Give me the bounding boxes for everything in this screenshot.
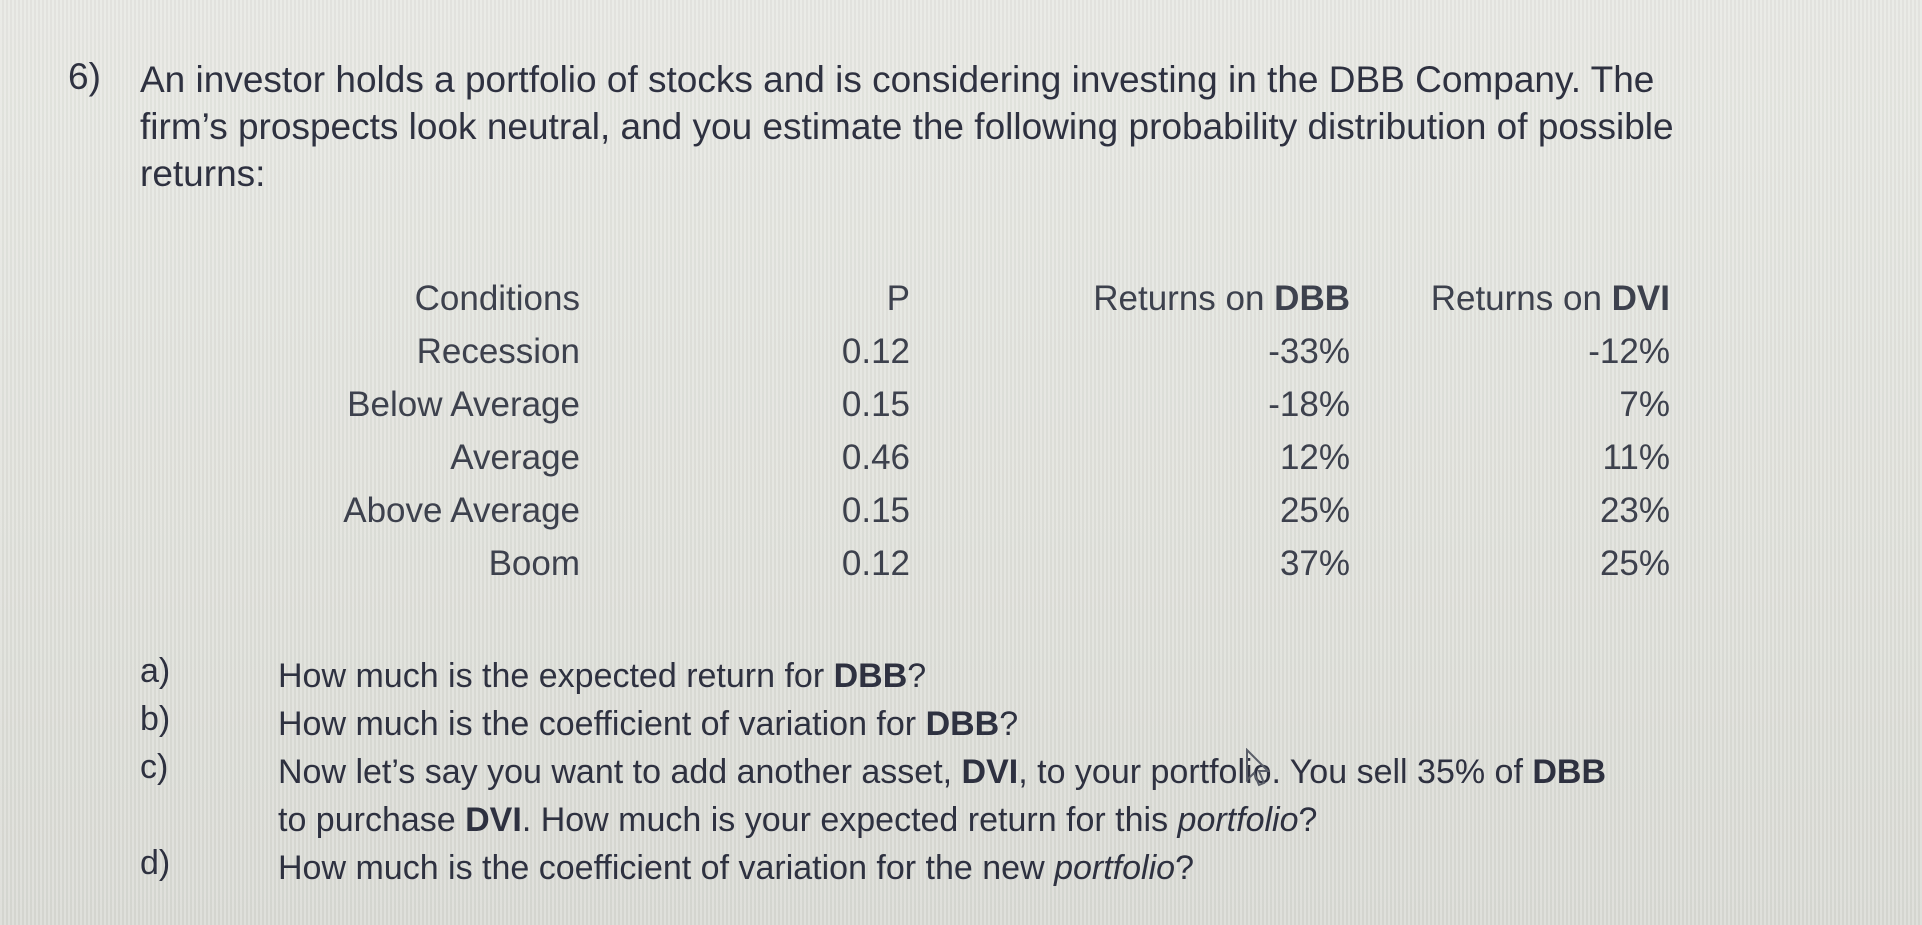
cell-p: 0.12 [841,331,910,371]
cell-p: 0.15 [841,490,910,530]
question-line-3: returns: [140,153,266,194]
cell-p: 0.15 [841,384,910,424]
text-run: , to your portfolio. You sell 35% of [1018,753,1533,791]
sub-question-label: b) [140,700,171,738]
text-run-bold: DVI [465,801,522,839]
text-run-bold: DBB [1532,753,1607,791]
header-p: P [886,278,910,318]
cell-p: 0.12 [841,543,910,583]
table-row: Above Average 0.15 25% 23% [300,484,1670,537]
cell-p: 0.46 [841,437,910,477]
sub-question-label: a) [140,652,171,690]
cell-condition: Recession [416,331,580,371]
header-returns-dbb: Returns on DBB [910,272,1350,325]
text-run-bold: DVI [961,753,1019,791]
cell-dvi: 25% [1599,543,1670,583]
sub-question-text: Now let’s say you want to add another as… [278,748,1606,844]
text-run: ? [999,705,1019,743]
text-run: Now let’s say you want to add another as… [278,753,962,791]
header-returns-dbb-prefix: Returns on [1093,278,1275,318]
text-run: ? [1298,801,1318,839]
text-run: How much is the expected return for [278,657,834,695]
cell-dvi: 23% [1599,490,1670,530]
sub-question-label: d) [140,844,171,882]
mouse-pointer-icon [1245,747,1271,793]
cell-dbb: -33% [1268,331,1350,371]
cell-condition: Average [450,437,580,477]
cell-dvi: -12% [1588,331,1670,371]
text-run-italic: portfolio [1054,849,1176,887]
text-run: ? [907,657,927,695]
text-run: to purchase [278,801,466,839]
table-row: Average 0.46 12% 11% [300,431,1670,484]
cell-condition: Boom [488,543,580,583]
cell-condition: Above Average [343,490,580,530]
sub-question-line-1: Now let’s say you want to add another as… [278,748,1606,796]
table-row: Boom 0.12 37% 25% [300,537,1670,590]
cell-dbb: 25% [1279,490,1350,530]
question-line-2: firm’s prospects look neutral, and you e… [140,106,1674,147]
table-header-row: Conditions P Returns on DBB Returns on D… [300,272,1670,325]
header-dbb-name: DBB [1274,278,1350,318]
question-text: An investor holds a portfolio of stocks … [140,56,1880,197]
text-run-bold: DBB [833,657,908,695]
header-dvi-name: DVI [1611,278,1670,318]
text-run-italic: portfolio [1177,801,1299,839]
sub-question-text: How much is the coefficient of variation… [278,700,1018,748]
sub-question-label: c) [140,748,169,786]
table-row: Recession 0.12 -33% -12% [300,325,1670,378]
cell-condition: Below Average [347,384,580,424]
table-row: Below Average 0.15 -18% 7% [300,378,1670,431]
cell-dvi: 7% [1619,384,1670,424]
question-line-1: An investor holds a portfolio of stocks … [140,59,1655,100]
text-run-bold: DBB [925,705,1000,743]
text-run: How much is the coefficient of variation… [278,705,926,743]
cell-dvi: 11% [1602,437,1670,477]
probability-distribution-table: Conditions P Returns on DBB Returns on D… [300,272,1670,590]
header-conditions: Conditions [414,278,580,318]
text-run: ? [1175,849,1194,887]
sub-question-line-2: to purchase DVI. How much is your expect… [278,796,1606,844]
header-returns-dvi-prefix: Returns on [1430,278,1612,318]
cell-dbb: 37% [1279,543,1350,583]
sub-question-text: How much is the coefficient of variation… [278,844,1194,892]
cell-dbb: -18% [1268,384,1350,424]
sub-question-text: How much is the expected return for DBB? [278,652,926,700]
text-run: . How much is your expected return for t… [521,801,1178,839]
question-number: 6) [68,56,101,97]
cell-dbb: 12% [1279,437,1350,477]
header-returns-dvi: Returns on DVI [1350,272,1670,325]
text-run: How much is the coefficient of variation… [278,849,1055,887]
